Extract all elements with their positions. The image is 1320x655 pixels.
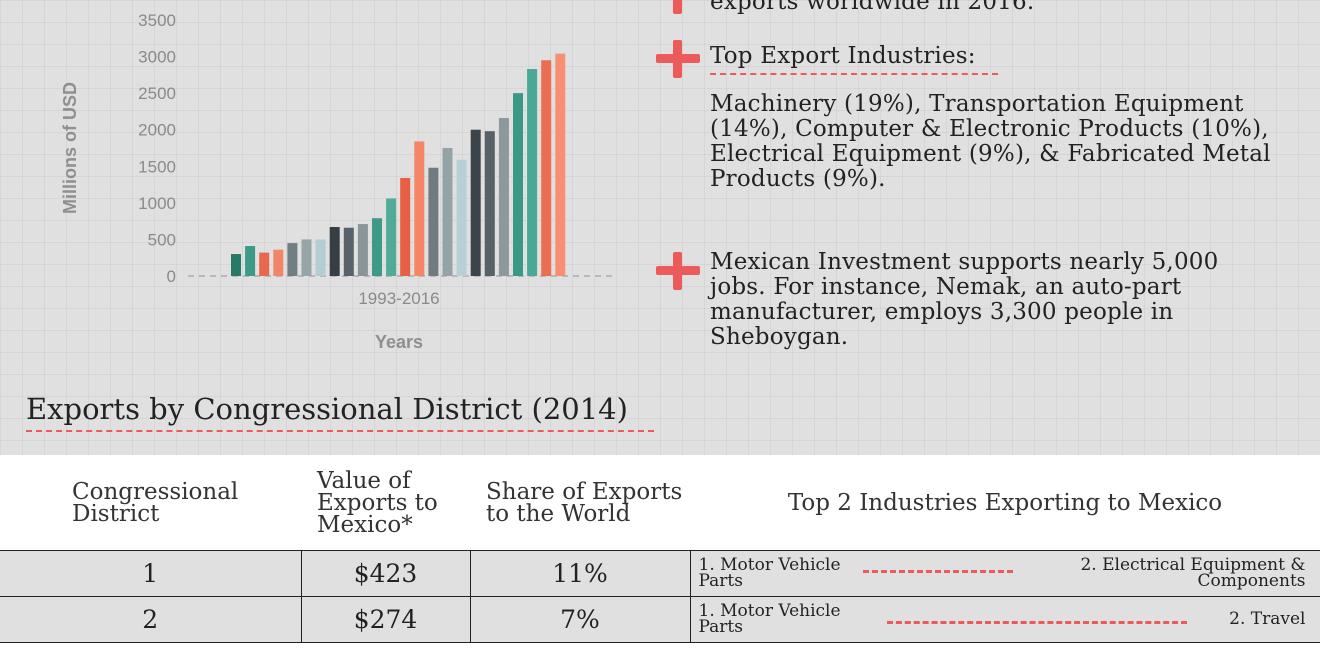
district-table: Congressional District Value of Exports … [0,455,1320,655]
value-cell: $423 [300,550,471,597]
bar-2012 [498,118,509,276]
y-tick-label: 2000 [138,121,176,140]
header-industries: Top 2 Industries Exporting to Mexico [787,489,1223,516]
y-tick-label: 1000 [138,194,176,213]
bar-2016 [555,53,566,276]
district-cell: 2 [0,596,302,643]
y-axis-ticks: 0 500 1000 1500 2000 2500 3000 3500 [138,11,176,286]
district-cell: 1 [0,550,302,597]
bar-1996 [273,249,284,276]
industry-1: 1. Motor Vehicle Parts [698,601,841,637]
investment-text: Mexican Investment supports nearly 5,000… [710,249,1219,350]
bar-1995 [259,252,270,276]
y-tick-label: 3500 [138,11,176,30]
bar-2001 [343,227,354,276]
y-tick-label: 1500 [138,157,176,176]
industries-cell: 1. Motor Vehicle Parts 2. Travel [689,596,1320,643]
bar-2011 [484,131,495,276]
y-tick-label: 0 [167,267,176,286]
value-cell: $274 [300,596,471,643]
partial-fact-text: exports worldwide in 2016. [710,0,1035,15]
bar-2002 [357,224,368,276]
industry-2: 2. Electrical Equipment & Components [1080,555,1306,591]
x-axis-label: 1993-2016 [358,289,439,308]
bar-1999 [315,239,326,276]
industry-connector [886,621,1187,624]
plus-icon [656,0,700,14]
table-row: 2 $274 7% 1. Motor Vehicle Parts 2. Trav… [0,596,1320,643]
header-value: Value of Exports to Mexico* [317,467,438,538]
bar-2014 [527,69,538,277]
plus-icon [656,252,700,290]
bar-2004 [386,198,397,276]
table-row: 1 $423 11% 1. Motor Vehicle Parts 2. Ele… [0,550,1320,597]
bar-2005 [400,177,411,276]
bars [231,53,566,277]
bar-1997 [287,243,298,276]
exports-bar-chart: 0 500 1000 1500 2000 2500 3000 3500 1993-2016 Y… [60,11,612,352]
industry-1: 1. Motor Vehicle Parts [698,555,841,591]
bar-2010 [470,129,481,276]
share-cell: 11% [469,550,691,597]
top-export-title: Top Export Industries: [710,44,998,75]
bar-2008 [442,148,453,276]
bar-1993 [231,254,241,276]
y-tick-label: 3000 [138,48,176,67]
bar-2015 [541,60,552,276]
y-tick-label: 500 [148,230,176,249]
bar-1994 [245,246,256,276]
bar-2000 [329,226,340,276]
header-share: Share of Exports to the World [486,478,683,527]
y-axis-title: Millions of USD [60,82,80,214]
bar-2013 [513,93,523,277]
plus-icon [656,40,700,78]
bar-2009 [456,159,467,276]
x-axis-title: Years [375,332,423,352]
section-title: Exports by Congressional District (2014) [26,392,654,432]
bar-2003 [372,218,382,276]
industries-cell: 1. Motor Vehicle Parts 2. Electrical Equ… [689,550,1320,597]
top-export-text: Machinery (19%), Transportation Equipmen… [710,91,1271,192]
bar-1998 [301,239,312,276]
bar-2007 [428,167,439,276]
industry-connector [862,570,1013,573]
header-district: Congressional District [72,478,239,527]
y-tick-label: 2500 [138,84,176,103]
share-cell: 7% [469,596,691,643]
industry-2: 2. Travel [1229,609,1306,629]
bar-2006 [414,141,425,276]
